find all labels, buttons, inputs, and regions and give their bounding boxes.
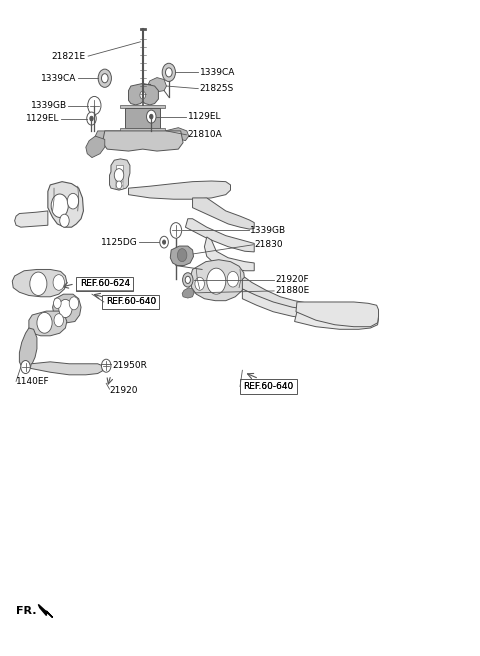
Polygon shape	[296, 302, 379, 327]
Polygon shape	[190, 260, 245, 300]
Circle shape	[53, 275, 64, 290]
Polygon shape	[170, 246, 193, 266]
Bar	[76, 277, 133, 291]
Circle shape	[101, 73, 108, 83]
Text: REF.60-624: REF.60-624	[80, 279, 130, 288]
Circle shape	[150, 114, 153, 119]
Bar	[240, 379, 297, 394]
Circle shape	[87, 112, 96, 125]
Polygon shape	[29, 311, 67, 336]
Circle shape	[67, 194, 79, 209]
Bar	[102, 295, 159, 309]
Polygon shape	[185, 218, 254, 252]
Circle shape	[162, 63, 176, 81]
Polygon shape	[120, 105, 165, 108]
Circle shape	[59, 299, 72, 318]
Text: REF.60-640: REF.60-640	[243, 382, 294, 391]
Text: 1339CA: 1339CA	[200, 68, 235, 77]
Polygon shape	[96, 131, 120, 140]
Polygon shape	[192, 198, 254, 229]
Text: 21920: 21920	[109, 386, 138, 395]
Text: 1140EF: 1140EF	[16, 377, 50, 386]
Text: 21920F: 21920F	[276, 276, 309, 284]
Circle shape	[178, 249, 187, 262]
Circle shape	[101, 359, 111, 372]
Text: 21880E: 21880E	[276, 287, 310, 295]
Text: 21821E: 21821E	[52, 52, 86, 60]
Polygon shape	[14, 211, 48, 227]
Circle shape	[88, 96, 101, 115]
Circle shape	[51, 194, 68, 217]
Text: 21950R: 21950R	[112, 361, 147, 370]
Polygon shape	[30, 362, 102, 375]
Circle shape	[21, 361, 30, 373]
Text: 21810A: 21810A	[188, 131, 223, 139]
Circle shape	[54, 298, 61, 308]
Circle shape	[98, 69, 111, 87]
Circle shape	[60, 214, 69, 227]
Circle shape	[69, 297, 79, 310]
Polygon shape	[165, 128, 189, 140]
Polygon shape	[116, 186, 123, 190]
Circle shape	[227, 272, 239, 287]
Polygon shape	[102, 131, 183, 151]
Text: 21830: 21830	[254, 240, 283, 249]
Polygon shape	[129, 83, 158, 105]
Text: 1129EL: 1129EL	[26, 114, 60, 123]
Polygon shape	[182, 288, 194, 298]
Text: REF.60-640: REF.60-640	[106, 297, 156, 306]
Polygon shape	[53, 294, 81, 323]
Circle shape	[160, 236, 168, 248]
Polygon shape	[204, 237, 254, 271]
Circle shape	[182, 273, 193, 287]
Polygon shape	[48, 182, 84, 227]
Polygon shape	[109, 159, 130, 190]
Circle shape	[207, 268, 226, 294]
Polygon shape	[19, 328, 37, 368]
Circle shape	[114, 169, 124, 182]
Polygon shape	[38, 604, 53, 617]
Polygon shape	[86, 136, 105, 157]
Polygon shape	[242, 289, 318, 319]
Circle shape	[116, 181, 122, 189]
Polygon shape	[116, 165, 123, 172]
Text: REF.60-640: REF.60-640	[106, 297, 156, 306]
Polygon shape	[116, 182, 123, 186]
Polygon shape	[242, 277, 316, 314]
Polygon shape	[120, 128, 165, 131]
Text: 1339GB: 1339GB	[31, 101, 67, 110]
Circle shape	[170, 222, 181, 238]
Text: 1339CA: 1339CA	[41, 73, 76, 83]
Circle shape	[30, 272, 47, 295]
Circle shape	[146, 110, 156, 123]
Polygon shape	[125, 108, 160, 128]
Circle shape	[195, 277, 204, 290]
Text: REF.60-624: REF.60-624	[80, 279, 130, 288]
Text: 1339GB: 1339GB	[250, 226, 286, 235]
Text: FR.: FR.	[16, 606, 36, 616]
Circle shape	[37, 312, 52, 333]
Polygon shape	[147, 77, 167, 92]
Circle shape	[163, 240, 166, 244]
Circle shape	[185, 276, 191, 283]
Circle shape	[90, 116, 93, 121]
Polygon shape	[12, 270, 67, 297]
Circle shape	[166, 68, 172, 77]
Text: REF.60-640: REF.60-640	[243, 382, 294, 391]
Polygon shape	[295, 311, 379, 329]
Text: 1125DG: 1125DG	[101, 237, 138, 247]
Text: 21825S: 21825S	[200, 84, 234, 93]
Text: 1129EL: 1129EL	[188, 112, 221, 121]
Polygon shape	[129, 181, 230, 199]
Polygon shape	[116, 178, 123, 182]
Circle shape	[140, 91, 145, 99]
Circle shape	[54, 314, 63, 327]
